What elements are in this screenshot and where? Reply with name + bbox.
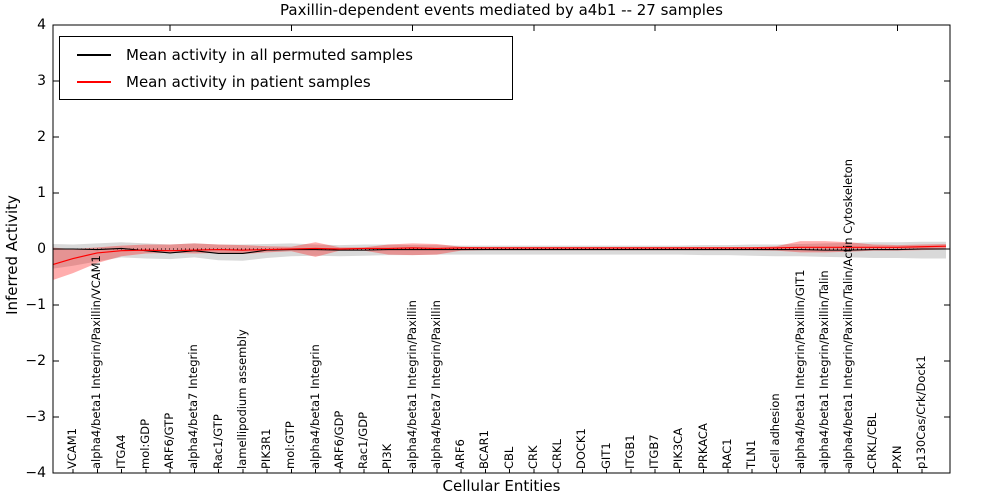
x-category-label: alpha4/beta7 Integrin/Paxillin	[428, 300, 443, 469]
x-category-label: RAC1	[719, 438, 734, 469]
x-category-label: ARF6	[453, 439, 467, 469]
x-category-label: CRKL	[550, 439, 564, 469]
legend-label-patient: Mean activity in patient samples	[126, 72, 371, 91]
y-tick-label: −3	[25, 409, 46, 425]
x-category-label: alpha4/beta1 Integrin/Paxillin/Talin/Act…	[841, 159, 855, 469]
x-category-label: PRKACA	[695, 423, 710, 469]
x-category-label: mol:GDP	[137, 418, 152, 469]
x-category-label: TLN1	[744, 439, 758, 469]
x-category-label: alpha4/beta1 Integrin	[307, 344, 322, 469]
legend-label-permuted: Mean activity in all permuted samples	[126, 45, 413, 64]
x-category-label: CRKL/CBL	[865, 412, 880, 469]
x-category-label: alpha4/beta1 Integrin/Paxillin/VCAM1	[89, 255, 104, 469]
y-tick-label: 1	[37, 185, 46, 201]
legend: Mean activity in all permuted samples Me…	[59, 36, 513, 100]
x-category-label: ITGA4	[113, 434, 128, 469]
x-category-label: BCAR1	[477, 430, 492, 469]
y-tick-label: 3	[37, 73, 46, 89]
legend-entry-patient: Mean activity in patient samples	[60, 68, 512, 95]
black-line-swatch-icon	[77, 53, 111, 56]
x-category-label: ARF6/GDP	[331, 410, 346, 469]
x-category-label: ITGB7	[647, 434, 661, 469]
y-tick-label: −2	[25, 353, 46, 369]
x-category-label: ITGB1	[622, 434, 637, 469]
red-line-swatch-icon	[77, 80, 111, 83]
x-category-label: alpha4/beta7 Integrin	[186, 344, 201, 469]
x-category-label: CBL	[501, 446, 516, 469]
x-category-label: p130Cas/Crk/Dock1	[913, 355, 928, 469]
x-category-label: alpha4/beta1 Integrin/Paxillin/GIT1	[792, 269, 807, 469]
legend-entry-permuted: Mean activity in all permuted samples	[60, 41, 512, 68]
x-category-label: GIT1	[598, 442, 613, 469]
x-category-label: PIK3R1	[259, 428, 273, 470]
y-tick-label: −4	[25, 465, 46, 481]
x-category-label: PIK3CA	[671, 427, 686, 469]
y-tick-label: 0	[37, 241, 46, 257]
x-category-label: ARF6/GTP	[162, 412, 176, 469]
x-category-label: Rac1/GTP	[210, 414, 225, 469]
x-category-label: DOCK1	[574, 428, 589, 469]
x-category-label: PI3K	[380, 443, 395, 469]
x-category-label: Rac1/GDP	[356, 411, 370, 469]
x-category-label: CRK	[525, 445, 540, 469]
x-category-label: cell adhesion	[768, 393, 783, 469]
x-category-label: alpha4/beta1 Integrin/Paxillin/Talin	[816, 270, 831, 469]
y-tick-label: −1	[25, 297, 46, 313]
x-axis-title: Cellular Entities	[442, 477, 561, 495]
y-tick-label: 2	[37, 129, 46, 145]
y-tick-label: 4	[37, 17, 46, 33]
chart-title: Paxillin-dependent events mediated by a4…	[280, 1, 723, 19]
x-category-label: VCAM1	[65, 427, 79, 469]
x-category-label: lamellipodium assembly	[234, 329, 249, 469]
x-category-label: PXN	[889, 445, 904, 469]
x-category-label: alpha4/beta1 Integrin/Paxillin	[404, 300, 419, 469]
x-category-label: mol:GTP	[283, 421, 298, 469]
y-axis-title: Inferred Activity	[3, 195, 21, 315]
